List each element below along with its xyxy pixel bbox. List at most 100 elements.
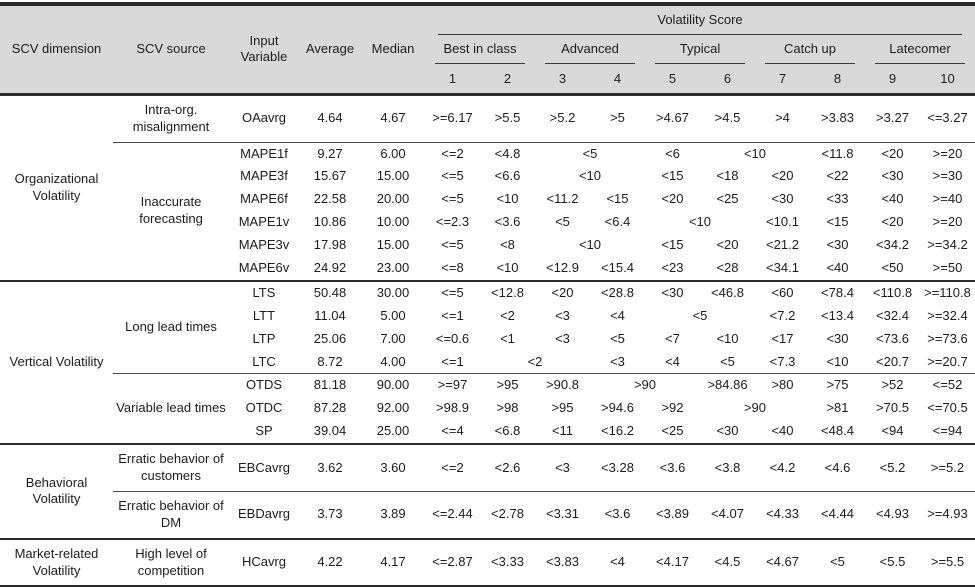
score-cell: <2	[480, 350, 590, 374]
score-cell: >90	[700, 397, 810, 421]
score-cell: >95	[480, 373, 535, 398]
score-cell: <15	[645, 165, 700, 189]
score-cell: <=5	[425, 234, 480, 257]
score-cell: <20	[535, 279, 590, 305]
score-cell: <20	[865, 211, 920, 235]
score-cell: <30	[755, 188, 810, 212]
score-cell: <5.5	[865, 537, 920, 587]
score-cell: <5	[700, 350, 755, 374]
score-cell: <3	[535, 327, 590, 351]
score-cell: <=5	[425, 279, 480, 305]
score-cell: >=30	[920, 165, 975, 189]
score-cell: <17	[755, 327, 810, 351]
score-cell: <10.1	[755, 211, 810, 235]
median-cell: 4.00	[361, 350, 425, 374]
median-cell: 4.67	[361, 93, 425, 143]
score-cell: <5	[590, 327, 645, 351]
score-cell: <25	[700, 188, 755, 212]
score-cell: <=4	[425, 420, 480, 445]
score-cell: <40	[865, 188, 920, 212]
average-cell: 4.64	[299, 93, 361, 143]
score-cell: >=5.2	[920, 443, 975, 492]
score-cell: >81	[810, 397, 865, 421]
score-cell: >80	[755, 373, 810, 398]
score-number-header: 7	[755, 65, 810, 96]
score-cell: >=34.2	[920, 234, 975, 257]
score-cell: <=8	[425, 256, 480, 281]
score-cell: <5	[535, 211, 590, 235]
score-cell: <34.1	[755, 256, 810, 281]
table-row: Erratic behavior of DM EBDavrg 3.73 3.89 <=2…	[0, 490, 975, 539]
score-cell: >90	[590, 373, 700, 398]
input-variable-cell: LTS	[229, 279, 299, 305]
score-cell: <10	[700, 141, 810, 166]
score-cell: <=2.87	[425, 537, 480, 587]
score-cell: >=50	[920, 256, 975, 281]
table-row: OTDC 87.28 92.00 >98.9 >98 >95 >94.6 >92 >90 >81 >…	[0, 397, 975, 421]
average-cell: 50.48	[299, 279, 361, 305]
score-cell: <10	[645, 211, 755, 235]
score-number-header: 2	[480, 65, 535, 96]
table-row: Variable lead times OTDS 81.18 90.00 >=97 >95…	[0, 373, 975, 445]
score-cell: <3.8	[700, 443, 755, 492]
average-cell: 17.98	[299, 234, 361, 257]
table-header: SCV dimension SCV source Input Variable …	[0, 4, 975, 96]
score-cell: <33	[810, 188, 865, 212]
input-variable-cell: OAavrg	[229, 93, 299, 143]
average-cell: 24.92	[299, 256, 361, 281]
score-cell: <3.83	[535, 537, 590, 587]
input-variable-cell: HCavrg	[229, 537, 299, 587]
score-cell: <20	[700, 234, 755, 257]
score-cell: <3.89	[645, 490, 700, 539]
score-cell: <30	[700, 420, 755, 445]
score-cell: <4.07	[700, 490, 755, 539]
score-cell: >=20	[920, 211, 975, 235]
score-cell: <4.33	[755, 490, 810, 539]
score-cell: <110.8	[865, 279, 920, 305]
score-cell: <34.2	[865, 234, 920, 257]
score-cell: <3.28	[590, 443, 645, 492]
score-cell: <3	[535, 443, 590, 492]
score-cell: >90.8	[535, 373, 590, 398]
median-cell: 3.60	[361, 443, 425, 492]
table-row: Market-related Volatility High level of c…	[0, 537, 975, 587]
average-cell: 10.86	[299, 211, 361, 235]
score-cell: <=2	[425, 443, 480, 492]
score-cell: <4	[645, 350, 700, 374]
score-cell: <32.4	[865, 304, 920, 328]
score-cell: <10	[810, 350, 865, 374]
score-cell: >3.27	[865, 93, 920, 143]
score-cell: >4	[755, 93, 810, 143]
header-underline: Advanced	[545, 39, 635, 64]
score-cell: <4.93	[865, 490, 920, 539]
score-cell: <15.4	[590, 256, 645, 281]
score-cell: <28.8	[590, 279, 645, 305]
score-cell: >=20.7	[920, 350, 975, 374]
input-variable-cell: EBCavrg	[229, 443, 299, 492]
score-number-header: 4	[590, 65, 645, 96]
average-cell: 81.18	[299, 373, 361, 398]
median-cell: 10.00	[361, 211, 425, 235]
score-cell: <4.17	[645, 537, 700, 587]
input-variable-cell: LTC	[229, 350, 299, 374]
score-cell: <=94	[920, 420, 975, 445]
score-cell: <8	[480, 234, 535, 257]
score-cell: <2.78	[480, 490, 535, 539]
table-row: MAPE6v 24.92 23.00 <=8 <10 <12.9 <15.4 <23 <28 <3…	[0, 256, 975, 281]
score-cell: >=97	[425, 373, 480, 398]
score-cell: <4.6	[810, 443, 865, 492]
score-cell: <13.4	[810, 304, 865, 328]
scv-source-cell: Erratic behavior of DM	[113, 490, 229, 539]
average-cell: 3.62	[299, 443, 361, 492]
header-underline: Catch up	[765, 39, 855, 64]
score-cell: <73.6	[865, 327, 920, 351]
score-cell: <40	[755, 420, 810, 445]
table-row: LTT 11.04 5.00 <=1 <2 <3 <4 <5 <7.2 <13.4 <32.4 >=3…	[0, 304, 975, 328]
col-header-input-variable: Input Variable	[229, 4, 299, 96]
input-variable-cell: MAPE3v	[229, 234, 299, 257]
score-cell: <11.8	[810, 141, 865, 166]
score-cell: <7.3	[755, 350, 810, 374]
table-row: MAPE3v 17.98 15.00 <=5 <8 <10 <15 <20 <21.2 <30 <3…	[0, 234, 975, 257]
score-cell: <6	[645, 141, 700, 166]
